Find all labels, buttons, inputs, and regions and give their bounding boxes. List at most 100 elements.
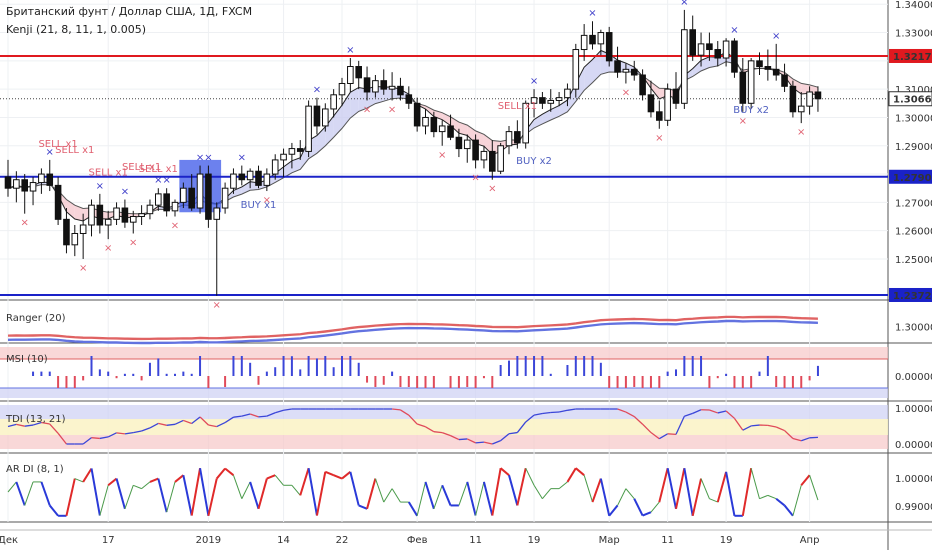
last-price-badge: 1.30661 bbox=[893, 95, 932, 106]
ardi-line-segment bbox=[525, 467, 535, 486]
ardi-line-segment bbox=[508, 474, 519, 506]
msi-pane-label: MSI (10) bbox=[6, 354, 48, 365]
cloud-segment bbox=[325, 116, 334, 146]
cross-marker: × bbox=[388, 104, 396, 115]
ardi-line-segment bbox=[133, 484, 142, 490]
ardi-line-segment bbox=[7, 481, 17, 493]
ardi-line-segment bbox=[74, 478, 84, 483]
ardi-line-segment bbox=[441, 484, 452, 506]
ardi-line-segment bbox=[666, 467, 677, 510]
candle-body bbox=[96, 204, 104, 226]
tdi-line-segment bbox=[475, 441, 485, 444]
ardi-line-segment bbox=[99, 485, 109, 516]
cross-marker: × bbox=[739, 116, 747, 127]
cross-marker: × bbox=[238, 153, 246, 164]
candle-body bbox=[63, 218, 70, 246]
cloud-segment bbox=[801, 83, 810, 94]
ardi-line-segment bbox=[691, 478, 703, 517]
ardi-line-segment bbox=[157, 478, 168, 513]
level-badge-0: 1.32172 bbox=[893, 52, 932, 63]
tdi-line-segment bbox=[91, 437, 100, 440]
sell-signal-label: SELL x1 bbox=[55, 145, 94, 156]
tdi-line-segment bbox=[57, 432, 67, 445]
candle-body bbox=[564, 88, 571, 99]
tdi-line-segment bbox=[258, 415, 267, 418]
ardi-line-segment bbox=[750, 468, 760, 499]
ardi-line-segment bbox=[174, 474, 184, 483]
level-badge-2: 1.23727 bbox=[893, 291, 932, 302]
ardi-line-segment bbox=[709, 498, 718, 503]
tdi-line-segment bbox=[466, 438, 476, 444]
ardi-pane-label: AR DI (8, 1) bbox=[6, 464, 64, 475]
ardi-line-segment bbox=[516, 467, 527, 506]
candle-body bbox=[472, 139, 479, 161]
candle-body bbox=[530, 97, 538, 104]
ardi-line-segment bbox=[324, 470, 335, 477]
tdi-lower-zone bbox=[0, 435, 888, 449]
tdi-line-segment bbox=[224, 416, 234, 424]
tdi-line-segment bbox=[400, 409, 410, 416]
ardi-line-segment bbox=[141, 481, 151, 490]
symbol-title: Британский фунт / Доллар США, 1Д, FXCM bbox=[6, 5, 253, 18]
ardi-line-segment bbox=[741, 468, 753, 516]
candle-body bbox=[739, 71, 747, 104]
cross-marker: × bbox=[204, 153, 212, 164]
last-price-badge-bg bbox=[889, 91, 932, 106]
tdi-line-segment bbox=[742, 425, 752, 431]
ardi-line-segment bbox=[90, 468, 101, 516]
candle-body bbox=[246, 170, 254, 181]
candle-body bbox=[46, 173, 54, 186]
tdi-line-segment bbox=[650, 432, 660, 440]
ardi-line-segment bbox=[633, 498, 644, 516]
tdi-line-segment bbox=[775, 426, 785, 432]
candle-body bbox=[180, 187, 187, 203]
cloud-segment bbox=[701, 56, 710, 72]
candle-body bbox=[4, 176, 12, 189]
cross-marker: × bbox=[772, 31, 780, 42]
candle-body bbox=[522, 102, 530, 144]
candle-body bbox=[656, 111, 663, 121]
ardi-line-segment bbox=[433, 485, 443, 509]
tdi-line-segment bbox=[483, 441, 493, 445]
candle-body bbox=[622, 68, 630, 73]
candle-body bbox=[547, 99, 555, 104]
candle-body bbox=[138, 213, 145, 218]
ardi-tick-label-bottom: 0.99000 bbox=[895, 502, 932, 513]
time-tick-label: 19 bbox=[720, 535, 733, 546]
tdi-line-segment bbox=[133, 430, 142, 434]
candle-body bbox=[238, 173, 246, 181]
cross-marker: × bbox=[730, 25, 738, 36]
tdi-line-segment bbox=[233, 415, 242, 418]
tdi-line-segment bbox=[392, 408, 401, 411]
tdi-line-segment bbox=[116, 432, 125, 435]
cloud-segment bbox=[592, 50, 601, 83]
cross-marker: × bbox=[79, 263, 87, 274]
tdi-line-segment bbox=[441, 432, 451, 437]
candle-body bbox=[639, 74, 646, 96]
candle-body bbox=[397, 85, 404, 96]
cross-marker: × bbox=[346, 45, 354, 56]
price-tick-label: 1.33000 bbox=[895, 29, 932, 40]
tdi-line-segment bbox=[717, 410, 727, 414]
tdi-line-segment bbox=[99, 436, 109, 440]
candle-body bbox=[29, 182, 37, 192]
tdi-line-segment bbox=[684, 412, 693, 417]
candle-body bbox=[146, 204, 154, 215]
cross-marker: × bbox=[471, 172, 479, 183]
ardi-line-segment bbox=[349, 471, 360, 506]
cross-marker: × bbox=[363, 104, 371, 115]
cloud-segment bbox=[567, 83, 576, 112]
ardi-line-segment bbox=[65, 478, 76, 517]
tdi-line-segment bbox=[191, 416, 201, 425]
ardi-line-segment bbox=[809, 475, 819, 501]
tdi-line-segment bbox=[725, 410, 735, 419]
candle-body bbox=[296, 148, 304, 152]
cloud-segment bbox=[358, 87, 368, 112]
candle-body bbox=[772, 68, 780, 76]
ardi-line-segment bbox=[40, 481, 51, 506]
tdi-line-segment bbox=[266, 412, 276, 417]
ardi-line-segment bbox=[207, 478, 218, 517]
